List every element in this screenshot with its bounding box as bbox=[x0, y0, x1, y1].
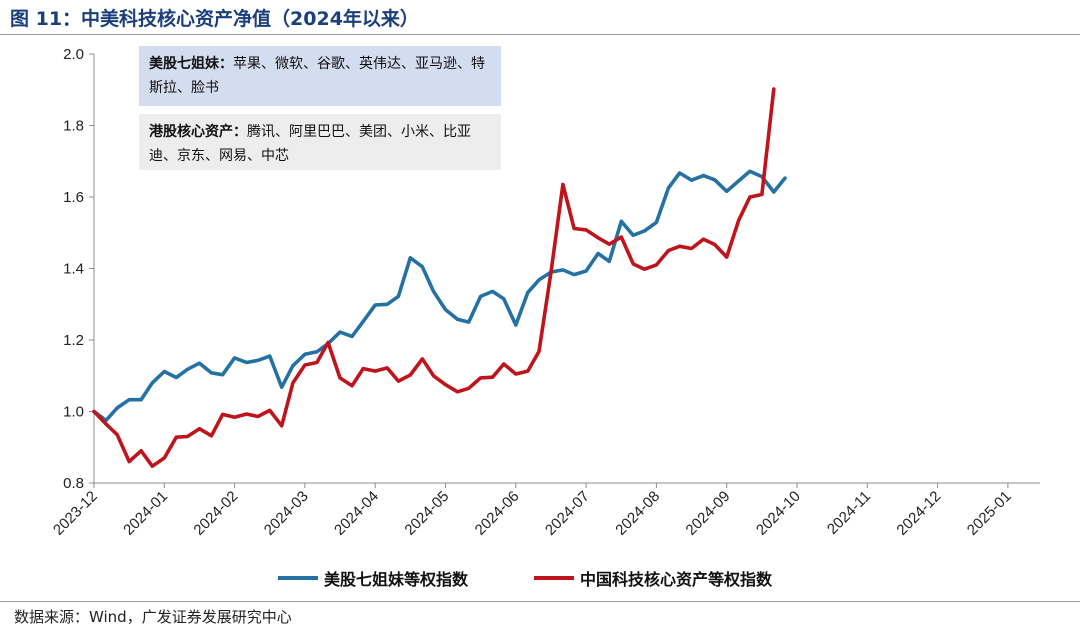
x-tick-label: 2024-07 bbox=[542, 488, 593, 539]
y-tick-label: 1.4 bbox=[63, 261, 84, 278]
y-axis: 0.8 1.0 1.2 1.4 1.6 1.8 2.0 bbox=[63, 46, 95, 492]
y-tick-label: 1.0 bbox=[63, 404, 84, 421]
source-divider bbox=[0, 601, 1080, 602]
annotation-us-box: 美股七姐妹：苹果、微软、谷歌、英伟达、亚马逊、特斯拉、脸书 bbox=[139, 46, 501, 106]
legend-swatch-us bbox=[278, 576, 318, 580]
y-tick-label: 2.0 bbox=[63, 46, 84, 63]
annotation-hk-text: 腾讯、阿里巴巴、美团、小米、比亚迪、京东、网易、中芯 bbox=[149, 124, 471, 164]
legend-item-us: 美股七姐妹等权指数 bbox=[278, 566, 468, 590]
title-divider bbox=[0, 34, 1080, 35]
x-tick-label: 2024-09 bbox=[683, 488, 734, 539]
x-tick-label: 2024-11 bbox=[824, 488, 874, 538]
annotation-us-text: 苹果、微软、谷歌、英伟达、亚马逊、特斯拉、脸书 bbox=[149, 56, 485, 96]
legend-label-cn: 中国科技核心资产等权指数 bbox=[580, 570, 773, 589]
series-line-cn bbox=[92, 87, 776, 468]
y-tick-label: 1.2 bbox=[63, 332, 84, 349]
annotation-hk-box: 港股核心资产：腾讯、阿里巴巴、美团、小米、比亚迪、京东、网易、中芯 bbox=[139, 114, 501, 170]
legend-swatch-cn bbox=[534, 576, 574, 580]
series-group bbox=[92, 87, 787, 468]
annotation-hk-heading: 港股核心资产： bbox=[149, 124, 247, 140]
x-tick-label: 2025-01 bbox=[964, 488, 1015, 539]
line-chart: 0.8 1.0 1.2 1.4 1.6 1.8 2.0 2023-12 2024-01 2024… bbox=[50, 46, 1040, 539]
annotation-us-heading: 美股七姐妹： bbox=[149, 56, 233, 72]
x-tick-label: 2024-04 bbox=[331, 488, 382, 539]
series-line-us bbox=[92, 169, 787, 423]
x-tick-label: 2024-12 bbox=[893, 488, 944, 539]
x-tick-label: 2023-12 bbox=[50, 488, 101, 539]
x-tick-label: 2024-10 bbox=[753, 488, 804, 539]
y-tick-label: 0.8 bbox=[63, 475, 84, 492]
legend-item-cn: 中国科技核心资产等权指数 bbox=[534, 566, 772, 590]
x-axis: 2023-12 2024-01 2024-02 2024-03 2024-04 2024-… bbox=[50, 482, 1040, 539]
y-tick-label: 1.8 bbox=[63, 118, 84, 135]
x-tick-label: 2024-01 bbox=[120, 488, 171, 539]
x-tick-label: 2024-05 bbox=[401, 488, 452, 539]
y-tick-label: 1.6 bbox=[63, 189, 84, 206]
x-tick-label: 2024-03 bbox=[261, 488, 312, 539]
x-tick-label: 2024-06 bbox=[472, 488, 523, 539]
x-tick-label: 2024-02 bbox=[190, 488, 241, 539]
figure-title: 图 11：中美科技核心资产净值（2024年以来） bbox=[10, 8, 419, 30]
legend-label-us: 美股七姐妹等权指数 bbox=[324, 570, 469, 589]
x-tick-label: 2024-08 bbox=[612, 488, 663, 539]
source-note: 数据来源：Wind，广发证券发展研究中心 bbox=[14, 608, 292, 626]
